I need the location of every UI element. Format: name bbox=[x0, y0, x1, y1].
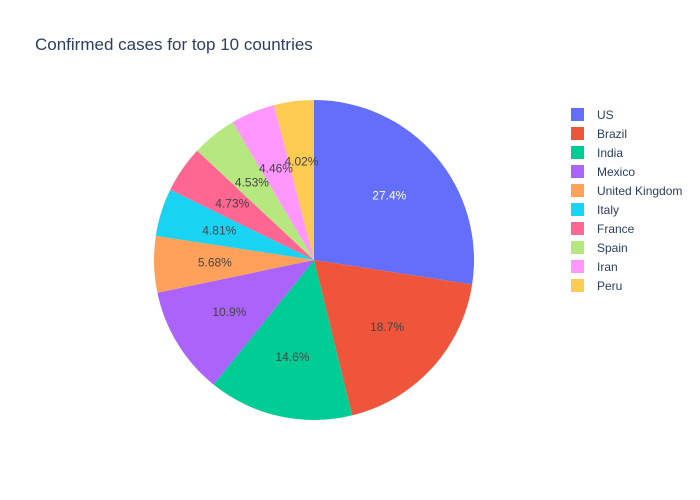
slice-label-iran: 4.46% bbox=[259, 161, 293, 175]
chart-title: Confirmed cases for top 10 countries bbox=[35, 35, 313, 54]
legend-label: Peru bbox=[597, 279, 622, 293]
legend-label: France bbox=[597, 222, 635, 236]
legend-item-us[interactable]: US bbox=[571, 108, 614, 122]
slice-label-france: 4.73% bbox=[215, 197, 249, 211]
slice-label-spain: 4.53% bbox=[235, 176, 269, 190]
legend-swatch bbox=[571, 165, 584, 178]
legend-swatch bbox=[571, 184, 584, 197]
legend-item-france[interactable]: France bbox=[571, 222, 635, 236]
pie-slice-italy[interactable] bbox=[155, 189, 314, 260]
pie-slice-labels: 27.4% 18.7% 14.6% 10.9% 5.68% 4.81% 4.73% 4.53%… bbox=[198, 155, 407, 364]
legend-item-iran[interactable]: Iran bbox=[571, 260, 618, 274]
pie-slice-brazil[interactable] bbox=[314, 260, 473, 416]
slice-label-mexico: 10.9% bbox=[212, 305, 246, 319]
slice-label-peru: 4.02% bbox=[284, 155, 318, 169]
pie-slice-us[interactable] bbox=[314, 100, 474, 285]
legend-swatch bbox=[571, 146, 584, 159]
legend-item-italy[interactable]: Italy bbox=[571, 203, 619, 217]
pie-slice-united-kingdom[interactable] bbox=[153, 235, 314, 293]
pie-slice-mexico[interactable] bbox=[157, 260, 314, 385]
legend-swatch bbox=[571, 222, 584, 235]
pie-slice-spain[interactable] bbox=[197, 122, 314, 260]
pie-slices bbox=[153, 100, 474, 420]
legend-label: US bbox=[597, 108, 614, 122]
slice-label-brazil: 18.7% bbox=[370, 320, 404, 334]
legend[interactable]: US Brazil India Mexico United Kingdom Italy Fr… bbox=[571, 108, 682, 293]
legend-label: India bbox=[597, 146, 623, 160]
legend-item-mexico[interactable]: Mexico bbox=[571, 165, 635, 179]
slice-label-united-kingdom: 5.68% bbox=[198, 256, 232, 270]
legend-item-peru[interactable]: Peru bbox=[571, 279, 622, 293]
legend-item-brazil[interactable]: Brazil bbox=[571, 127, 627, 141]
legend-swatch bbox=[571, 127, 584, 140]
legend-label: Iran bbox=[597, 260, 618, 274]
legend-swatch bbox=[571, 241, 584, 254]
legend-swatch bbox=[571, 108, 584, 121]
legend-label: Mexico bbox=[597, 165, 635, 179]
legend-swatch bbox=[571, 203, 584, 216]
pie-slice-india[interactable] bbox=[213, 260, 353, 420]
legend-label: United Kingdom bbox=[597, 184, 682, 198]
pie-slice-iran[interactable] bbox=[232, 105, 314, 261]
legend-label: Italy bbox=[597, 203, 619, 217]
pie-slice-france[interactable] bbox=[170, 150, 314, 260]
legend-item-spain[interactable]: Spain bbox=[571, 241, 628, 255]
slice-label-us: 27.4% bbox=[372, 188, 406, 202]
legend-swatch bbox=[571, 279, 584, 292]
slice-label-india: 14.6% bbox=[275, 350, 309, 364]
legend-label: Spain bbox=[597, 241, 628, 255]
legend-label: Brazil bbox=[597, 127, 627, 141]
legend-item-india[interactable]: India bbox=[571, 146, 623, 160]
pie-slice-peru[interactable] bbox=[273, 100, 314, 260]
slice-label-italy: 4.81% bbox=[202, 223, 236, 237]
legend-swatch bbox=[571, 260, 584, 273]
legend-item-united-kingdom[interactable]: United Kingdom bbox=[571, 184, 682, 198]
